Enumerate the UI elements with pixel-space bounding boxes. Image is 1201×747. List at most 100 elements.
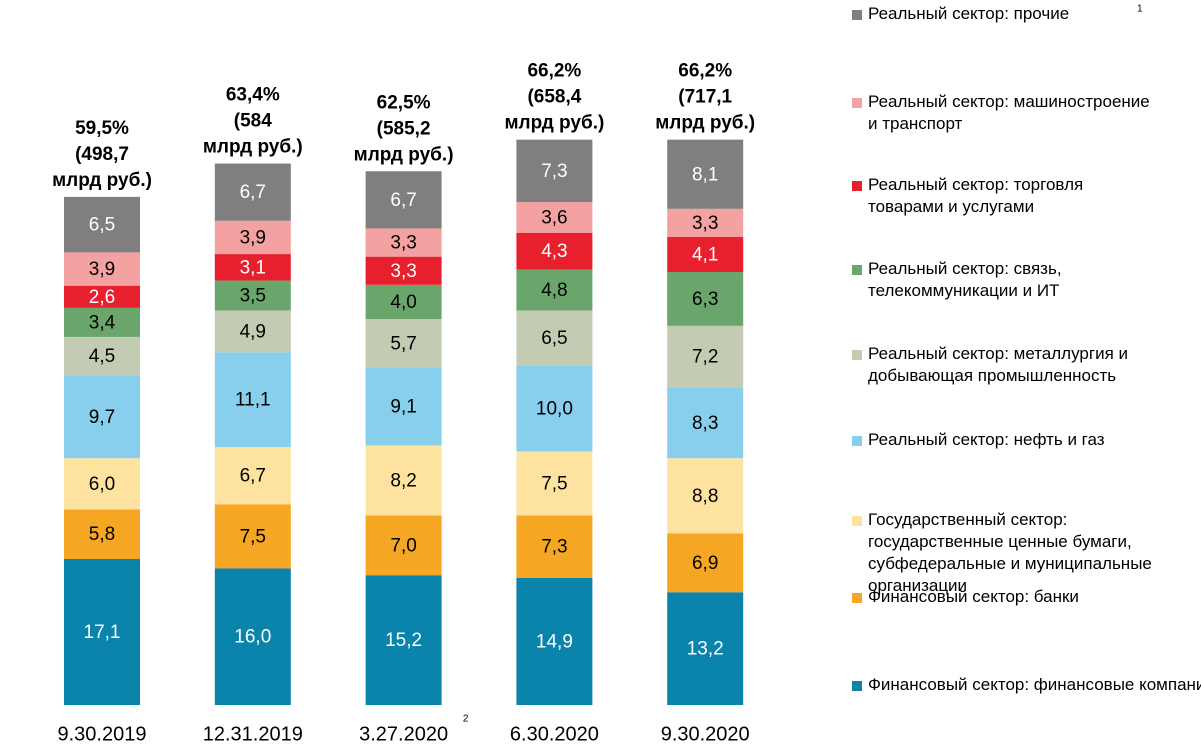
data-label: 6,9 bbox=[692, 553, 718, 574]
data-label: 11,1 bbox=[235, 390, 271, 411]
bar-segment bbox=[365, 367, 442, 446]
legend-label: Реальный сектор: металлургия и добывающая… bbox=[868, 344, 1128, 385]
bar-segment bbox=[214, 504, 291, 569]
legend-swatch bbox=[852, 10, 862, 20]
x-tick-label: 9.30.2019 bbox=[58, 723, 147, 745]
data-label: 4,0 bbox=[390, 292, 416, 313]
legend-label: Реальный сектор: нефть и газ bbox=[868, 430, 1105, 449]
bar-segment bbox=[516, 310, 593, 366]
data-label: 4,5 bbox=[89, 346, 115, 367]
bar-segment bbox=[214, 280, 291, 311]
bar-segment bbox=[214, 163, 291, 221]
bar-segment bbox=[64, 375, 140, 459]
total-label: млрд руб.) bbox=[655, 113, 755, 134]
data-label: 6,5 bbox=[89, 215, 115, 236]
bar-segment bbox=[64, 458, 140, 510]
bar-segment bbox=[214, 254, 291, 281]
data-label: 5,7 bbox=[390, 333, 416, 354]
data-label: 6,0 bbox=[89, 474, 115, 495]
legend-swatch bbox=[852, 436, 862, 446]
bar-segment bbox=[667, 139, 744, 209]
bar-segment bbox=[64, 509, 140, 559]
bar-segment bbox=[64, 252, 140, 286]
total-label: 59,5% bbox=[75, 118, 129, 139]
bar-segment bbox=[667, 272, 744, 326]
bar-segment bbox=[214, 310, 291, 353]
bar-segment bbox=[667, 533, 744, 593]
bar-segment bbox=[64, 196, 140, 253]
total-label: млрд руб.) bbox=[203, 137, 303, 158]
data-label: 13,2 bbox=[687, 639, 724, 660]
bar-segment bbox=[214, 568, 291, 705]
bar-segment bbox=[64, 307, 140, 337]
bar-segment bbox=[667, 325, 744, 388]
bar-segment bbox=[516, 365, 593, 452]
bar-segment bbox=[667, 387, 744, 459]
data-label: 3,9 bbox=[89, 259, 115, 280]
total-label: (585,2 bbox=[377, 118, 431, 139]
data-label: 7,2 bbox=[692, 347, 718, 368]
legend-label: Финансовый сектор: финансовые компании bbox=[868, 675, 1201, 694]
total-label: 66,2% bbox=[678, 61, 732, 82]
bar-segment bbox=[667, 458, 744, 534]
total-label: (498,7 bbox=[75, 144, 129, 165]
data-label: 4,1 bbox=[692, 245, 718, 266]
bar-segment bbox=[667, 208, 744, 238]
bar-segment bbox=[667, 237, 744, 273]
bar-segment bbox=[516, 201, 593, 233]
data-label: 7,3 bbox=[541, 161, 567, 182]
data-label: 9,7 bbox=[89, 407, 115, 428]
legend-label: Реальный сектор: связь, телекоммуникации … bbox=[868, 259, 1062, 300]
x-tick-label: 12.31.2019 bbox=[203, 723, 303, 745]
total-label: млрд руб.) bbox=[52, 170, 152, 191]
data-label: 10,0 bbox=[536, 399, 573, 420]
total-label: 66,2% bbox=[527, 61, 581, 82]
bar-segment bbox=[64, 558, 140, 705]
bar-segment bbox=[365, 256, 442, 285]
bar-segment bbox=[214, 220, 291, 255]
data-label: 7,3 bbox=[541, 537, 567, 558]
bar-segment bbox=[365, 284, 442, 319]
legend-swatch bbox=[852, 516, 862, 526]
bar-segment bbox=[214, 447, 291, 505]
data-label: 3,1 bbox=[240, 257, 266, 278]
total-label: 62,5% bbox=[377, 92, 431, 113]
legend-label: Реальный сектор: торговля товарами и услу… bbox=[868, 175, 1083, 216]
data-label: 6,5 bbox=[541, 328, 567, 349]
data-label: 3,4 bbox=[89, 312, 116, 333]
bar-segment bbox=[365, 318, 442, 368]
data-label: 8,8 bbox=[692, 486, 718, 507]
data-label: 7,5 bbox=[541, 473, 567, 494]
bar-segment bbox=[64, 285, 140, 308]
bar-segment bbox=[365, 575, 442, 705]
bar-segment bbox=[516, 577, 593, 705]
data-label: 4,9 bbox=[240, 321, 266, 342]
data-label: 6,7 bbox=[390, 190, 416, 211]
x-tick-label: 6.30.2020 bbox=[510, 723, 599, 745]
data-label: 3,5 bbox=[240, 286, 266, 307]
bar-segment bbox=[365, 515, 442, 576]
data-label: 3,3 bbox=[390, 261, 416, 282]
bar-segment bbox=[64, 336, 140, 376]
data-label: 2,6 bbox=[89, 287, 115, 308]
legend-label: Финансовый сектор: банки bbox=[868, 587, 1079, 606]
bar-segment bbox=[214, 352, 291, 448]
data-label: 7,5 bbox=[240, 526, 266, 547]
data-label: 3,3 bbox=[692, 213, 718, 234]
bar-segment bbox=[365, 228, 442, 257]
data-label: 7,0 bbox=[390, 535, 416, 556]
legend-swatch bbox=[852, 593, 862, 603]
data-label: 3,9 bbox=[240, 227, 266, 248]
x-tick-label: 3.27.2020 bbox=[359, 723, 448, 745]
data-label: 5,8 bbox=[89, 524, 115, 545]
data-label: 6,3 bbox=[692, 289, 718, 310]
data-label: 3,6 bbox=[541, 207, 567, 228]
legend-swatch bbox=[852, 181, 862, 191]
bar-segment bbox=[667, 592, 744, 705]
legend-swatch bbox=[852, 350, 862, 360]
legend-swatch bbox=[852, 681, 862, 691]
data-label: 8,3 bbox=[692, 413, 718, 434]
x-tick-label: 9.30.2020 bbox=[661, 723, 750, 745]
total-label: (584 bbox=[234, 111, 272, 132]
